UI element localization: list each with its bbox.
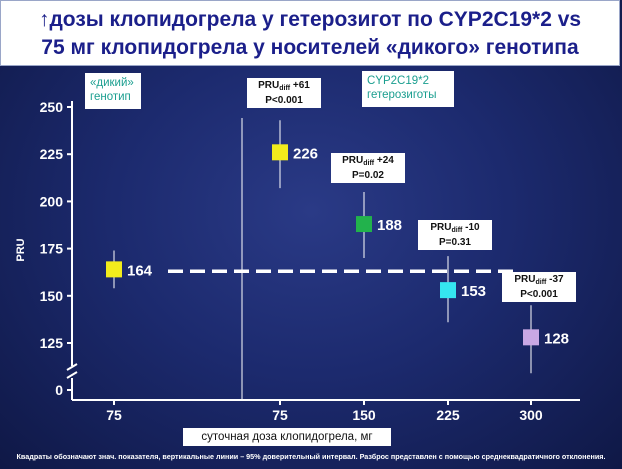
group-label-wild: «дикий» генотип	[85, 73, 141, 109]
stat-diff-300: PRUdiff -37	[514, 274, 564, 286]
y-axis-break-mark	[66, 363, 78, 371]
stat-p-150: P=0.02	[352, 170, 384, 181]
stat-p-75: P<0.001	[265, 95, 303, 106]
y-tick-label: 225	[40, 146, 64, 162]
data-value-label: 128	[544, 330, 569, 347]
data-value-label: 188	[377, 217, 402, 234]
data-point-square	[523, 329, 539, 346]
title-line-1: ↑дозы клопидогрела у гетерозигот по CYP2…	[38, 8, 582, 31]
data-point-square	[356, 216, 372, 233]
title-line-2: 75 мг клопидогрела у носителей «дикого» …	[41, 36, 579, 59]
data-value-label: 153	[461, 283, 486, 300]
stat-p-225: P=0.31	[439, 237, 471, 248]
data-value-label: 226	[293, 145, 318, 162]
stat-box-75: PRUdiff +61 P<0.001	[247, 78, 321, 108]
x-tick-label: 75	[106, 407, 122, 423]
y-axis-title: PRU	[15, 238, 27, 261]
data-point-square	[106, 261, 122, 278]
y-tick-label: 150	[40, 288, 64, 304]
x-tick-label: 75	[272, 407, 288, 423]
stat-box-300: PRUdiff -37 P<0.001	[502, 272, 576, 302]
y-tick-label: 0	[55, 382, 63, 398]
y-tick-label: 200	[40, 193, 64, 209]
data-point-square	[272, 144, 288, 161]
stat-diff-150: PRUdiff +24	[342, 155, 394, 167]
y-tick-label: 125	[40, 335, 64, 351]
x-tick-label: 225	[436, 407, 460, 423]
stat-box-150: PRUdiff +24 P=0.02	[331, 153, 405, 183]
x-tick-label: 300	[519, 407, 543, 423]
data-point-square	[440, 282, 456, 299]
group-label-wild-text: «дикий» генотип	[90, 77, 134, 103]
y-tick-label: 250	[40, 99, 64, 115]
x-tick-label: 150	[352, 407, 376, 423]
stat-diff-225: PRUdiff -10	[430, 222, 480, 234]
group-label-hetero-text: CYP2C19*2 гетерозиготы	[367, 75, 437, 101]
stat-diff-75: PRUdiff +61	[258, 80, 310, 92]
footnote: Квадраты обозначают знач. показателя, ве…	[16, 452, 606, 461]
y-axis-break-mark	[66, 371, 78, 379]
y-tick-label: 175	[40, 241, 64, 257]
title-box: ↑дозы клопидогрела у гетерозигот по CYP2…	[0, 0, 620, 66]
data-value-label: 164	[127, 262, 153, 279]
stat-box-225: PRUdiff -10 P=0.31	[418, 220, 492, 250]
group-label-hetero: CYP2C19*2 гетерозиготы	[362, 71, 454, 107]
stat-p-300: P<0.001	[520, 289, 558, 300]
x-axis-label: суточная доза клопидогрела, мг	[183, 428, 391, 446]
